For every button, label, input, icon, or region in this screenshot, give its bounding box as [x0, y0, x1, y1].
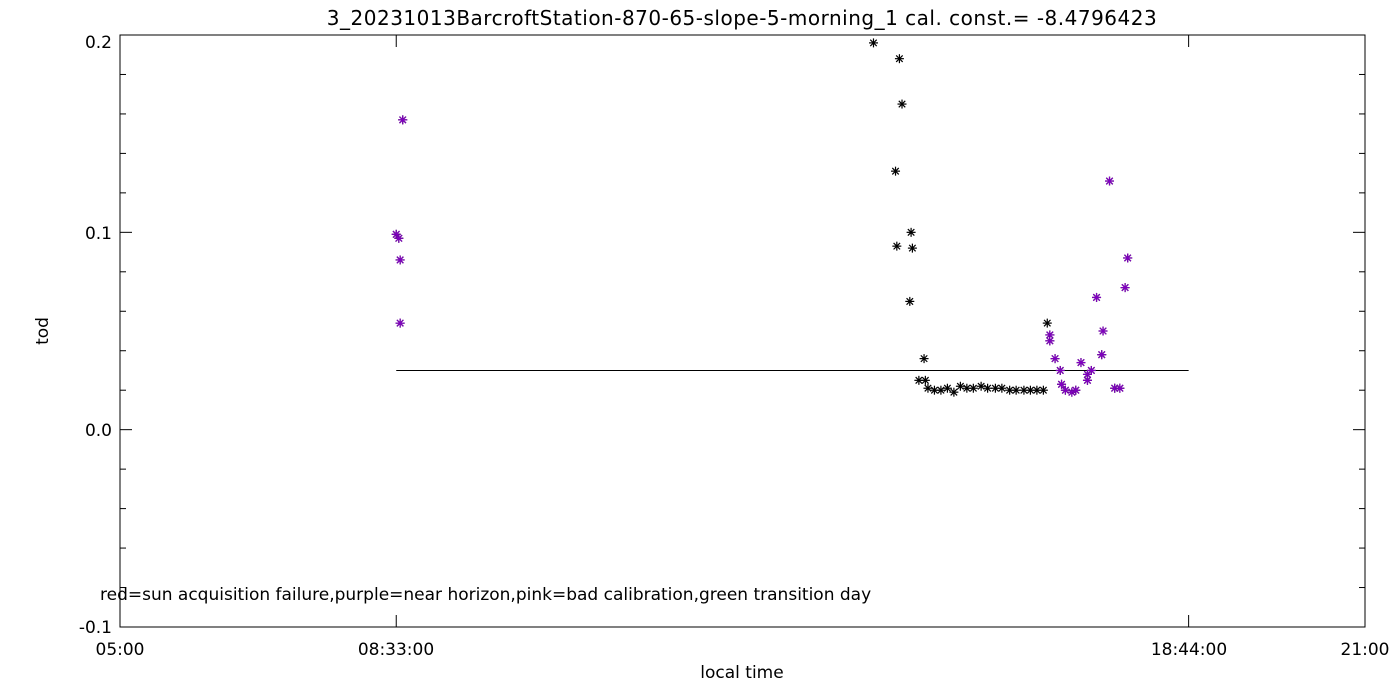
data-point: [1038, 385, 1048, 395]
y-tick-label-3: 0.2: [85, 33, 112, 53]
y-tick-label-2: 0.1: [85, 224, 112, 244]
x-tick-label-2: 18:44:00: [1151, 640, 1227, 660]
near-horizon-point: [1055, 365, 1065, 375]
data-point: [983, 383, 993, 393]
near-horizon-point: [1071, 385, 1081, 395]
x-tick-label-0: 05:00: [96, 640, 145, 660]
data-point: [955, 381, 965, 391]
near-horizon-point: [395, 255, 405, 265]
data-point: [905, 296, 915, 306]
data-points: [391, 38, 1133, 397]
data-point: [868, 38, 878, 48]
x-tick-label-1: 08:33:00: [358, 640, 434, 660]
near-horizon-point: [395, 318, 405, 328]
near-horizon-point: [1120, 283, 1130, 293]
near-horizon-point: [1076, 358, 1086, 368]
y-tick-label-1: 0.0: [85, 421, 112, 441]
y-axis-label: tod: [33, 317, 53, 345]
near-horizon-point: [398, 115, 408, 125]
data-point: [906, 227, 916, 237]
axis-ticks: [120, 35, 1365, 627]
data-point: [990, 383, 1000, 393]
data-point: [892, 241, 902, 251]
data-point: [1011, 385, 1021, 395]
near-horizon-point: [1092, 292, 1102, 302]
near-horizon-point: [1115, 383, 1125, 393]
x-axis-label: local time: [700, 663, 783, 683]
near-horizon-point: [1045, 336, 1055, 346]
data-point: [891, 166, 901, 176]
near-horizon-point: [1105, 176, 1115, 186]
data-point: [920, 375, 930, 385]
near-horizon-point: [1086, 365, 1096, 375]
data-point: [1042, 318, 1052, 328]
data-point: [897, 99, 907, 109]
data-point: [962, 383, 972, 393]
data-point: [907, 243, 917, 253]
data-point: [942, 383, 952, 393]
x-tick-label-3: 21:00: [1341, 640, 1390, 660]
y-tick-label-0: -0.1: [79, 618, 112, 638]
data-point: [923, 383, 933, 393]
near-horizon-point: [1050, 354, 1060, 364]
data-point: [919, 354, 929, 364]
data-point: [997, 383, 1007, 393]
near-horizon-point: [1097, 350, 1107, 360]
near-horizon-point: [394, 233, 404, 243]
chart-title: 3_20231013BarcroftStation-870-65-slope-5…: [327, 6, 1157, 30]
near-horizon-point: [1057, 379, 1067, 389]
near-horizon-point: [1082, 375, 1092, 385]
data-point: [968, 383, 978, 393]
near-horizon-point: [1060, 385, 1070, 395]
near-horizon-point: [1098, 326, 1108, 336]
plot-frame: [119, 34, 1366, 628]
data-point: [936, 385, 946, 395]
data-point: [976, 381, 986, 391]
flag-legend-note: red=sun acquisition failure,purple=near …: [100, 585, 871, 605]
near-horizon-point: [1123, 253, 1133, 263]
data-point: [894, 54, 904, 64]
data-point: [949, 387, 959, 397]
